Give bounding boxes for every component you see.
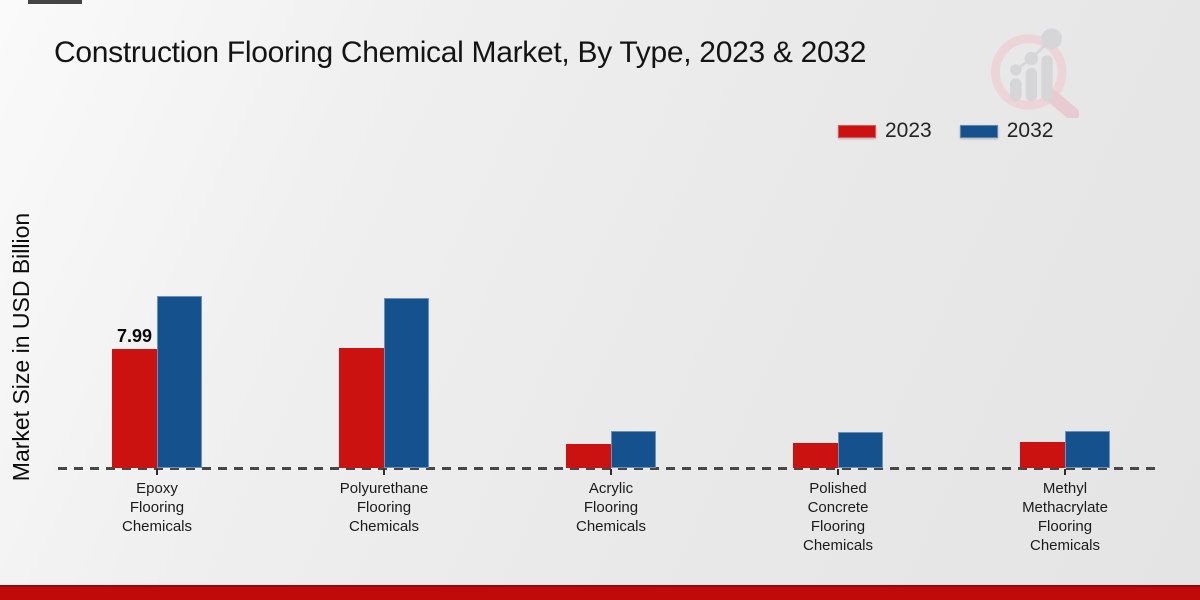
bar-2023-acrylic-flooring-chemicals [566, 444, 611, 468]
footer-accent-bar [0, 585, 1200, 600]
bar-2023-epoxy-flooring-chemicals [112, 349, 157, 468]
x-axis-tick-polyurethane-flooring-chemicals [383, 469, 385, 475]
legend-swatch-2032 [959, 124, 998, 138]
x-axis-category-label-polished-concrete-flooring-chemicals: Polished Concrete Flooring Chemicals [802, 480, 874, 554]
x-axis-category-label-epoxy-flooring-chemicals: Epoxy Flooring Chemicals [121, 480, 193, 535]
bar-chart-magnifier-logo-icon [991, 28, 1080, 118]
bar-2032-epoxy-flooring-chemicals [157, 296, 202, 468]
chart-title: Construction Flooring Chemical Market, B… [54, 36, 867, 69]
bar-2032-polished-concrete-flooring-chemicals [838, 432, 883, 468]
bar-2032-polyurethane-flooring-chemicals [384, 298, 429, 468]
bar-2023-polished-concrete-flooring-chemicals [793, 443, 838, 468]
x-axis-tick-methyl-methacrylate-flooring-chemicals [1064, 469, 1066, 475]
legend-item-2032: 2032 [959, 119, 1054, 143]
legend-label-2023: 2023 [885, 119, 932, 142]
x-axis-tick-acrylic-flooring-chemicals [610, 469, 612, 475]
bar-2023-methyl-methacrylate-flooring-chemicals [1020, 442, 1065, 468]
bar-2023-polyurethane-flooring-chemicals [339, 348, 384, 468]
legend: 2023 2032 [838, 119, 1081, 143]
x-axis-tick-epoxy-flooring-chemicals [156, 469, 158, 475]
top-edge-mark [28, 0, 82, 4]
x-axis-tick-polished-concrete-flooring-chemicals [837, 469, 839, 475]
x-axis-baseline [58, 467, 1158, 470]
bar-2032-methyl-methacrylate-flooring-chemicals [1065, 431, 1110, 468]
x-axis-category-label-methyl-methacrylate-flooring-chemicals: Methyl Methacrylate Flooring Chemicals [1022, 480, 1108, 554]
bar-2032-acrylic-flooring-chemicals [611, 431, 656, 468]
x-axis-category-label-polyurethane-flooring-chemicals: Polyurethane Flooring Chemicals [339, 480, 429, 535]
bar-value-label: 7.99 [116, 326, 153, 346]
x-axis-category-label-acrylic-flooring-chemicals: Acrylic Flooring Chemicals [575, 480, 647, 535]
legend-swatch-2023 [838, 124, 876, 138]
legend-item-2023: 2023 [838, 119, 932, 143]
legend-label-2032: 2032 [1006, 119, 1054, 142]
